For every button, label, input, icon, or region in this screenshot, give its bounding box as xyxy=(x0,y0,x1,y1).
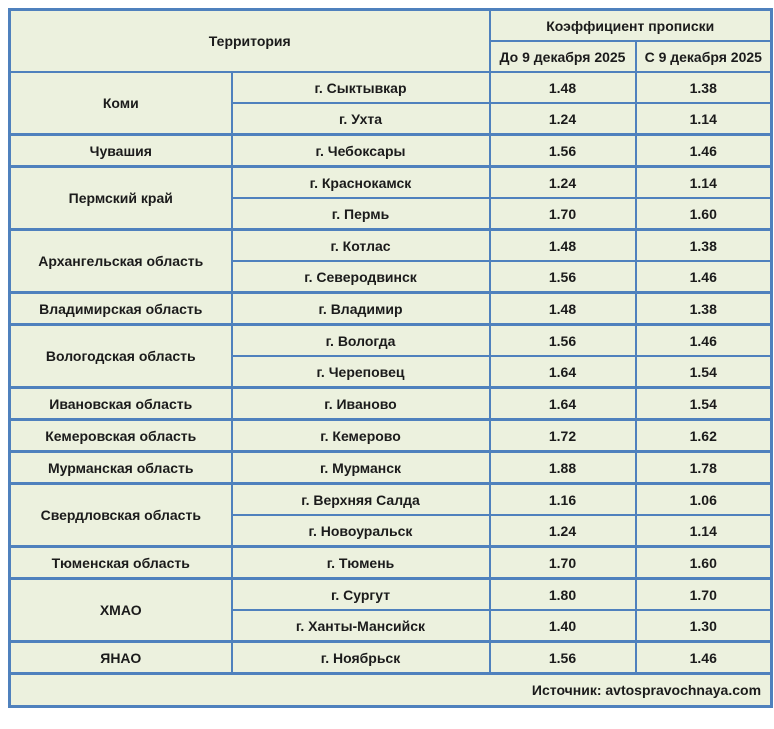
region-cell: Свердловская область xyxy=(8,482,233,548)
coef-after-cell: 1.60 xyxy=(634,197,773,231)
coef-before-cell: 1.56 xyxy=(488,260,637,294)
region-cell: Кемеровская область xyxy=(8,418,233,453)
region-cell: Чувашия xyxy=(8,133,233,168)
table-row: Ивановская область г. Иваново 1.64 1.54 xyxy=(8,386,773,421)
city-cell: г. Сургут xyxy=(230,577,491,611)
region-cell: Владимирская область xyxy=(8,291,233,326)
coef-before-cell: 1.80 xyxy=(488,577,637,611)
coef-after-cell: 1.70 xyxy=(634,577,773,611)
source-credit: Источник: avtospravochnaya.com xyxy=(8,672,773,708)
coef-after-cell: 1.46 xyxy=(634,133,773,168)
table-row: г. Ханты-Мансийск 1.40 1.30 xyxy=(10,609,773,643)
table-row: Пермский край г. Краснокамск 1.24 1.14 xyxy=(8,165,773,231)
table-row: Тюменская область г. Тюмень 1.70 1.60 xyxy=(8,545,773,580)
coef-after-cell: 1.38 xyxy=(634,291,773,326)
city-cell: г. Череповец xyxy=(230,355,491,389)
table-row: ЯНАО г. Ноябрьск 1.56 1.46 xyxy=(8,640,773,675)
table-row: Архангельская область г. Котлас 1.48 1.38 xyxy=(8,228,773,294)
region-cell: ХМАО xyxy=(8,577,233,643)
coef-before-cell: 1.48 xyxy=(488,71,637,104)
region-cell: Тюменская область xyxy=(8,545,233,580)
coef-after-cell: 1.38 xyxy=(634,228,773,262)
region-cell: Мурманская область xyxy=(8,450,233,485)
city-cell: г. Вологда xyxy=(230,323,491,357)
coef-before-cell: 1.88 xyxy=(488,450,637,485)
region-cell: Вологодская область xyxy=(8,323,233,389)
table-row: ХМАО г. Сургут 1.80 1.70 xyxy=(8,577,773,643)
coef-before-cell: 1.48 xyxy=(488,291,637,326)
coef-before-cell: 1.24 xyxy=(488,165,637,199)
coef-before-cell: 1.64 xyxy=(488,386,637,421)
coef-after-cell: 1.54 xyxy=(634,355,773,389)
city-cell: г. Новоуральск xyxy=(230,514,491,548)
registration-coefficient-table: Территория Коэффициент прописки До 9 дек… xyxy=(8,8,774,708)
header-before-date: До 9 декабря 2025 xyxy=(488,40,637,73)
table-row: Свердловская область г. Верхняя Салда 1.16… xyxy=(8,482,773,548)
coef-before-cell: 1.72 xyxy=(488,418,637,453)
coef-after-cell: 1.14 xyxy=(634,514,773,548)
coef-after-cell: 1.14 xyxy=(634,165,773,199)
city-cell: г. Северодвинск xyxy=(230,260,491,294)
city-cell: г. Мурманск xyxy=(230,450,491,485)
city-cell: г. Ханты-Мансийск xyxy=(230,609,491,643)
table-row: Мурманская область г. Мурманск 1.88 1.78 xyxy=(8,450,773,485)
table-row: Чувашия г. Чебоксары 1.56 1.46 xyxy=(8,133,773,168)
city-cell: г. Краснокамск xyxy=(230,165,491,199)
coef-after-cell: 1.60 xyxy=(634,545,773,580)
coef-after-cell: 1.46 xyxy=(634,260,773,294)
table-row: Вологодская область г. Вологда 1.56 1.46 xyxy=(8,323,773,389)
coef-before-cell: 1.48 xyxy=(488,228,637,262)
region-cell: Архангельская область xyxy=(8,228,233,294)
city-cell: г. Верхняя Салда xyxy=(230,482,491,516)
city-cell: г. Чебоксары xyxy=(230,133,491,168)
header-after-date: С 9 декабря 2025 xyxy=(634,40,773,73)
city-cell: г. Сыктывкар xyxy=(230,71,491,104)
region-cell: Коми xyxy=(8,71,233,136)
header-coefficient-group: Коэффициент прописки xyxy=(488,8,773,42)
coef-before-cell: 1.24 xyxy=(488,514,637,548)
table-row: г. Новоуральск 1.24 1.14 xyxy=(10,514,773,548)
city-cell: г. Ухта xyxy=(230,102,491,136)
region-cell: ЯНАО xyxy=(8,640,233,675)
region-cell: Пермский край xyxy=(8,165,233,231)
city-cell: г. Пермь xyxy=(230,197,491,231)
table-row: Владимирская область г. Владимир 1.48 1.38 xyxy=(8,291,773,326)
coef-after-cell: 1.78 xyxy=(634,450,773,485)
city-cell: г. Владимир xyxy=(230,291,491,326)
coef-after-cell: 1.62 xyxy=(634,418,773,453)
table-row: г. Северодвинск 1.56 1.46 xyxy=(10,260,773,294)
table-footer: Источник: avtospravochnaya.com xyxy=(8,672,773,708)
coef-after-cell: 1.46 xyxy=(634,323,773,357)
city-cell: г. Иваново xyxy=(230,386,491,421)
table-row: Коми г. Сыктывкар 1.48 1.38 xyxy=(8,71,773,136)
table-body: Коми г. Сыктывкар 1.48 1.38 г. Ухта 1.24 1.14 Ч… xyxy=(8,71,773,675)
coef-before-cell: 1.16 xyxy=(488,482,637,516)
coef-before-cell: 1.64 xyxy=(488,355,637,389)
coef-after-cell: 1.38 xyxy=(634,71,773,104)
coef-after-cell: 1.30 xyxy=(634,609,773,643)
coef-after-cell: 1.46 xyxy=(634,640,773,675)
header-territory: Территория xyxy=(8,8,491,73)
table-row: г. Пермь 1.70 1.60 xyxy=(10,197,773,231)
region-cell: Ивановская область xyxy=(8,386,233,421)
coef-after-cell: 1.14 xyxy=(634,102,773,136)
table-row: г. Череповец 1.64 1.54 xyxy=(10,355,773,389)
coef-before-cell: 1.70 xyxy=(488,545,637,580)
coef-after-cell: 1.54 xyxy=(634,386,773,421)
table-header: Территория Коэффициент прописки До 9 дек… xyxy=(8,8,773,73)
city-cell: г. Тюмень xyxy=(230,545,491,580)
coef-before-cell: 1.40 xyxy=(488,609,637,643)
coef-before-cell: 1.70 xyxy=(488,197,637,231)
coef-before-cell: 1.24 xyxy=(488,102,637,136)
coef-before-cell: 1.56 xyxy=(488,323,637,357)
coef-before-cell: 1.56 xyxy=(488,133,637,168)
coef-before-cell: 1.56 xyxy=(488,640,637,675)
coef-after-cell: 1.06 xyxy=(634,482,773,516)
city-cell: г. Котлас xyxy=(230,228,491,262)
city-cell: г. Кемерово xyxy=(230,418,491,453)
city-cell: г. Ноябрьск xyxy=(230,640,491,675)
table-row: Кемеровская область г. Кемерово 1.72 1.62 xyxy=(8,418,773,453)
